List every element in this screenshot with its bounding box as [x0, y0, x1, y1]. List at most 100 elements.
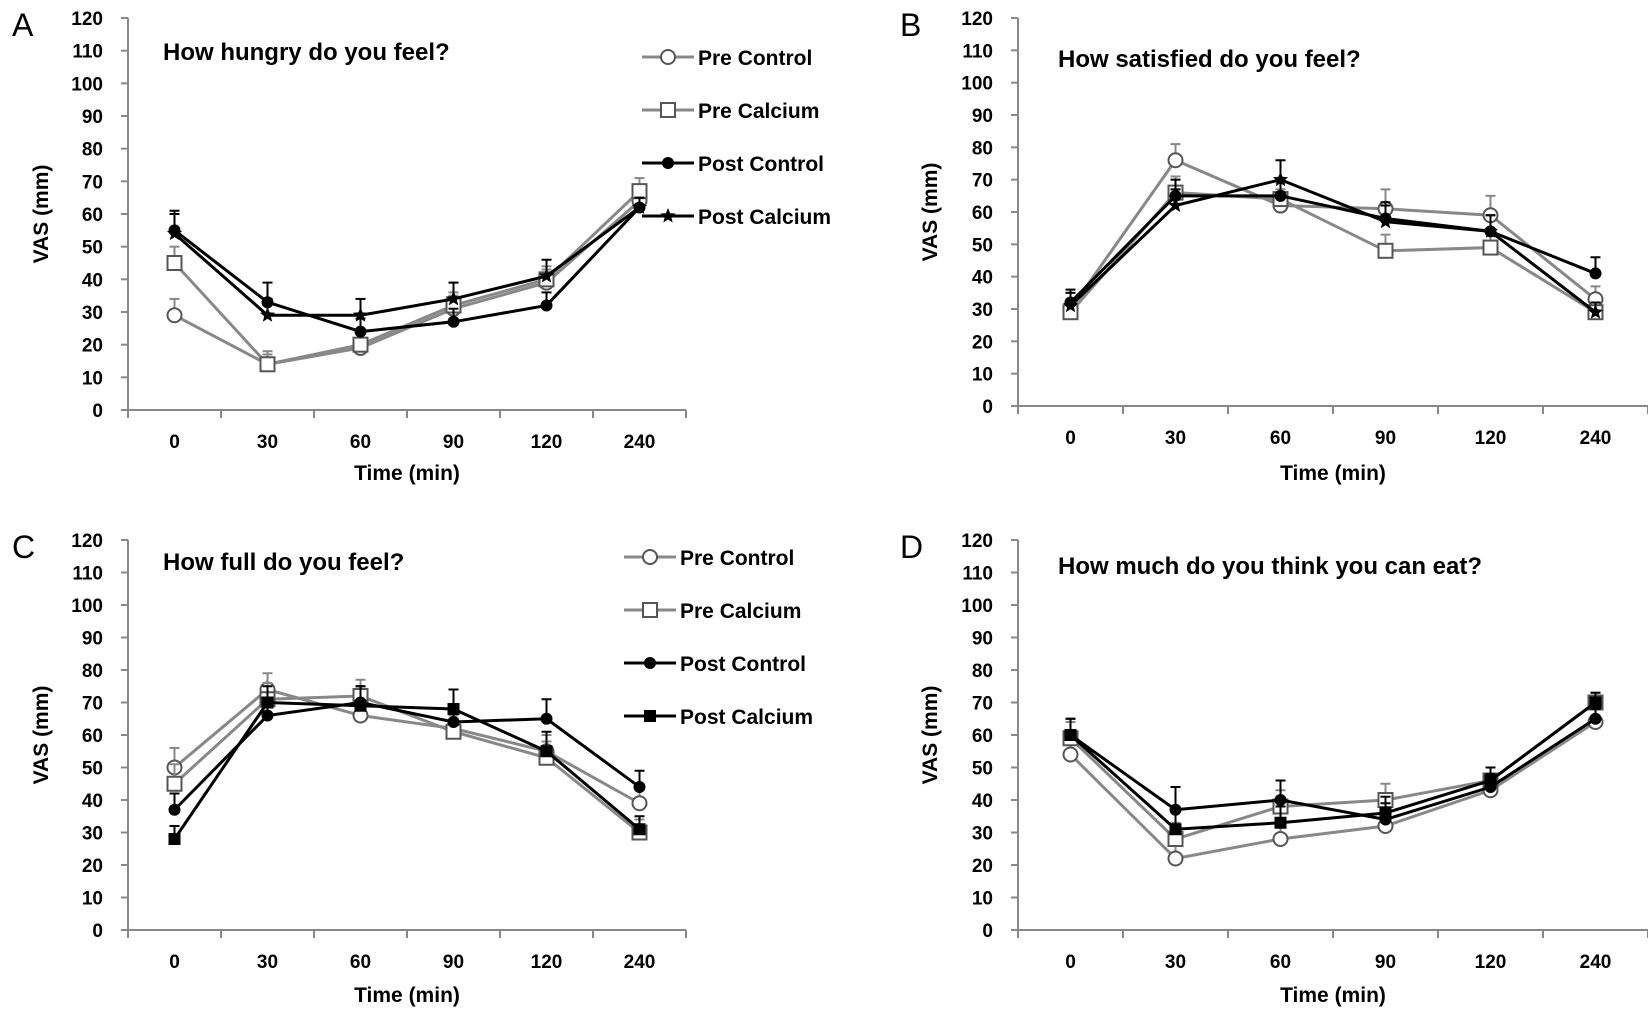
data-point — [166, 255, 183, 271]
x-tick-label: 0 — [1065, 428, 1076, 449]
x-tick-label: 60 — [1270, 952, 1291, 973]
y-tick-label: 40 — [82, 791, 103, 812]
series-post-calcium — [1062, 159, 1604, 319]
y-tick-label: 100 — [71, 74, 103, 95]
y-tick-label: 110 — [962, 564, 993, 585]
x-tick-label: 90 — [1375, 428, 1396, 449]
x-tick-label: 0 — [169, 432, 180, 453]
data-point — [166, 775, 183, 792]
y-tick-label: 50 — [972, 235, 993, 256]
data-point — [1167, 850, 1184, 867]
data-point — [633, 823, 646, 836]
series-line — [1069, 158, 1597, 310]
series-line — [173, 687, 641, 805]
chart-title: How full do you feel? — [163, 549, 404, 576]
legend-swatch-marker — [660, 208, 676, 223]
y-axis-label: VAS (mm) — [30, 165, 53, 264]
data-point — [1064, 729, 1077, 741]
series-line — [173, 700, 641, 840]
y-tick-label: 90 — [82, 629, 103, 650]
series-line — [1069, 194, 1597, 304]
chart-panel-c: C 0 10 20 30 40 50 60 70 80 90 100 110 120 0 30 60 90 120 2… — [12, 529, 813, 1007]
chart-panel-d: D 0 10 20 30 40 50 60 70 80 90 100 110 120 0 30 60 90 120 2… — [900, 529, 1648, 1007]
series-line — [1069, 717, 1597, 822]
data-point — [1589, 267, 1602, 280]
legend-swatch-marker — [642, 549, 658, 565]
x-tick-label: 30 — [257, 952, 278, 973]
data-point — [1062, 297, 1079, 313]
chart-title: How satisfied do you feel? — [1058, 46, 1361, 73]
legend-label: Pre Control — [680, 547, 794, 570]
data-point — [540, 745, 553, 758]
series-line — [173, 694, 641, 834]
legend-label: Pre Control — [698, 47, 812, 70]
y-tick-label: 10 — [82, 889, 103, 910]
legend-item: Post Control — [624, 653, 806, 676]
y-tick-label: 90 — [972, 106, 993, 127]
data-point — [168, 803, 181, 816]
data-point — [259, 356, 276, 373]
legend-item: Pre Calcium — [624, 600, 801, 623]
data-point — [354, 325, 367, 338]
data-point — [1377, 213, 1394, 229]
panel-letter: B — [900, 7, 921, 43]
series-line — [173, 190, 641, 366]
y-tick-label: 60 — [972, 203, 993, 224]
data-point — [1482, 223, 1499, 238]
legend-label: Post Control — [698, 153, 824, 176]
y-tick-label: 80 — [972, 138, 993, 159]
data-point — [447, 315, 460, 328]
data-point — [1589, 696, 1602, 709]
legend-label: Post Calcium — [680, 706, 813, 729]
data-point — [259, 307, 276, 322]
x-tick-label: 60 — [350, 952, 371, 973]
chart-title: How hungry do you feel? — [163, 39, 450, 66]
x-tick-label: 240 — [624, 952, 656, 973]
series-line — [173, 206, 641, 334]
data-point — [1272, 171, 1289, 187]
y-tick-label: 90 — [82, 107, 103, 128]
series-post-control — [168, 685, 646, 816]
y-tick-label: 20 — [82, 336, 103, 357]
series-pre-calcium — [1062, 175, 1604, 321]
x-tick-label: 120 — [531, 432, 563, 453]
y-tick-label: 10 — [82, 368, 103, 389]
data-point — [1169, 823, 1182, 836]
y-tick-label: 20 — [972, 332, 993, 353]
data-point — [1274, 816, 1287, 829]
y-tick-label: 120 — [71, 9, 103, 30]
x-axis-label: Time (min) — [354, 462, 460, 485]
y-tick-label: 0 — [92, 921, 103, 942]
y-tick-label: 20 — [82, 856, 103, 877]
panel-letter: C — [12, 529, 35, 565]
y-axis-label: VAS (mm) — [919, 686, 942, 785]
data-point — [1062, 746, 1079, 763]
y-tick-label: 110 — [72, 42, 103, 63]
y-tick-label: 70 — [972, 171, 993, 192]
legend-item: Pre Control — [624, 547, 794, 570]
x-axis-label: Time (min) — [1280, 462, 1386, 485]
x-tick-label: 30 — [257, 432, 278, 453]
y-tick-label: 60 — [972, 726, 993, 747]
data-point — [447, 716, 460, 728]
legend-label: Post Control — [680, 653, 806, 676]
series-post-calcium — [1064, 691, 1602, 836]
y-tick-label: 110 — [962, 41, 993, 62]
series-post-control — [1064, 178, 1602, 309]
series-line — [173, 199, 641, 366]
legend-item: Post Control — [642, 153, 824, 176]
legend-swatch-marker — [642, 602, 658, 618]
y-tick-label: 70 — [972, 694, 993, 715]
x-tick-label: 30 — [1165, 952, 1186, 973]
data-point — [1167, 197, 1184, 212]
legend-swatch-marker — [660, 49, 676, 65]
data-point — [631, 795, 648, 812]
data-point — [540, 299, 553, 312]
y-tick-label: 30 — [82, 303, 103, 324]
series-post-calcium — [168, 685, 646, 845]
y-tick-label: 110 — [72, 564, 103, 585]
data-point — [1589, 712, 1602, 725]
y-tick-label: 100 — [961, 74, 993, 95]
y-tick-label: 80 — [82, 140, 103, 161]
data-point — [1274, 794, 1287, 806]
